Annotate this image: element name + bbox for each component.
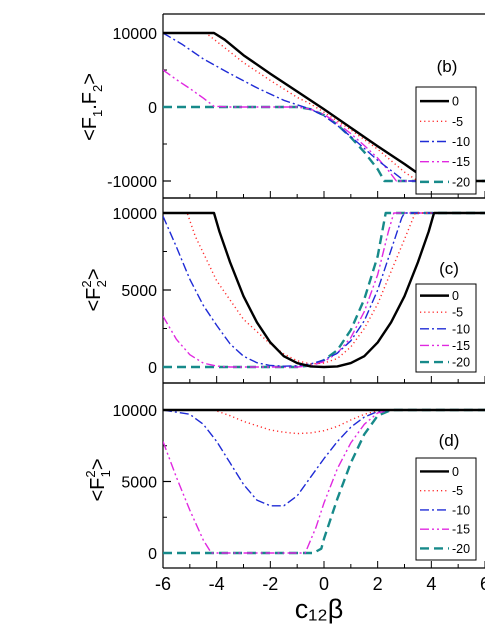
y-tick-label: 10000 (113, 26, 158, 43)
series-group (163, 31, 485, 183)
legend-label: 0 (452, 465, 459, 479)
series-line-neg20 (163, 211, 485, 369)
y-tick-label: 10000 (113, 403, 158, 420)
panel-label: (b) (437, 57, 458, 76)
legend: 0 -5 -10 -15 -20 (415, 457, 477, 561)
panel-d: 10000 5000 0 <F21> (d) 0 -5 -10 -15 -20 (83, 382, 485, 569)
legend-label: -5 (452, 484, 463, 498)
legend-label: -10 (452, 135, 470, 149)
x-ticks (162, 561, 485, 568)
panel-label: (d) (439, 431, 460, 450)
y-tick-label: -10000 (107, 174, 157, 191)
series-line-neg10 (163, 409, 485, 507)
x-tick-label: -2 (262, 574, 278, 594)
x-axis: -6 -4 -2 0 2 4 6 (155, 574, 485, 594)
x-axis-label: c₁₂β (295, 594, 344, 624)
legend: 0 -5 -10 -15 -20 (415, 283, 477, 373)
y-tick-label: 5000 (121, 283, 157, 300)
legend-label: 0 (452, 289, 459, 303)
legend-label: -5 (452, 306, 463, 320)
series-line-neg10 (163, 32, 485, 182)
legend-label: -10 (452, 322, 470, 336)
y-tick-label: 10000 (113, 206, 158, 223)
series-line-neg5 (163, 32, 485, 182)
x-tick-label: 0 (319, 574, 329, 594)
legend-label: -10 (452, 503, 470, 517)
legend-label: -20 (452, 356, 470, 370)
y-tick-label: 0 (148, 100, 157, 117)
x-ticks (162, 191, 485, 198)
panel-c: 10000 5000 0 <F22> (c) 0 -5 -10 -15 -20 (79, 197, 485, 384)
y-tick-label: 5000 (121, 475, 157, 492)
x-tick-label: 6 (480, 574, 485, 594)
x-tick-label: -4 (209, 574, 225, 594)
series-line-0 (163, 211, 485, 369)
y-axis-label: <F21> (83, 458, 113, 501)
series-group (163, 211, 485, 369)
series-line-neg10 (163, 212, 485, 367)
legend-box (415, 457, 477, 561)
legend-label: -20 (452, 175, 470, 189)
y-axis-label: <F1.F2> (79, 73, 105, 141)
legend-label: -15 (452, 155, 470, 169)
legend-box (415, 86, 477, 195)
x-tick-label: 2 (373, 574, 383, 594)
legend-label: -5 (452, 115, 463, 129)
chart-panels: 100000-10000<F1.F2>(b)0-5-10-15-20100005… (79, 13, 485, 569)
y-tick-label: 0 (148, 360, 157, 377)
series-line-neg5 (163, 409, 485, 435)
legend-box (415, 283, 477, 373)
series-line-neg20 (163, 408, 485, 555)
x-tick-label: 4 (426, 574, 436, 594)
legend-label: -20 (452, 542, 470, 556)
y-axis-label: <F22> (79, 268, 109, 311)
series-group (163, 408, 485, 555)
y-tick-label: 0 (148, 546, 157, 563)
series-line-neg15 (163, 409, 485, 554)
x-ticks (162, 376, 485, 383)
panel-label: (c) (439, 259, 459, 278)
legend-label: -15 (452, 339, 470, 353)
legend-label: -15 (452, 523, 470, 537)
series-line-neg15 (163, 212, 485, 368)
legend-label: 0 (452, 95, 459, 109)
series-line-0 (163, 31, 485, 183)
legend: 0 -5 -10 -15 -20 (415, 86, 477, 195)
x-tick-label: -6 (155, 574, 171, 594)
panel-b: 10000 0 -10000 <F1.F2> (b) 0 -5 -10 -15 -20 (79, 13, 485, 199)
